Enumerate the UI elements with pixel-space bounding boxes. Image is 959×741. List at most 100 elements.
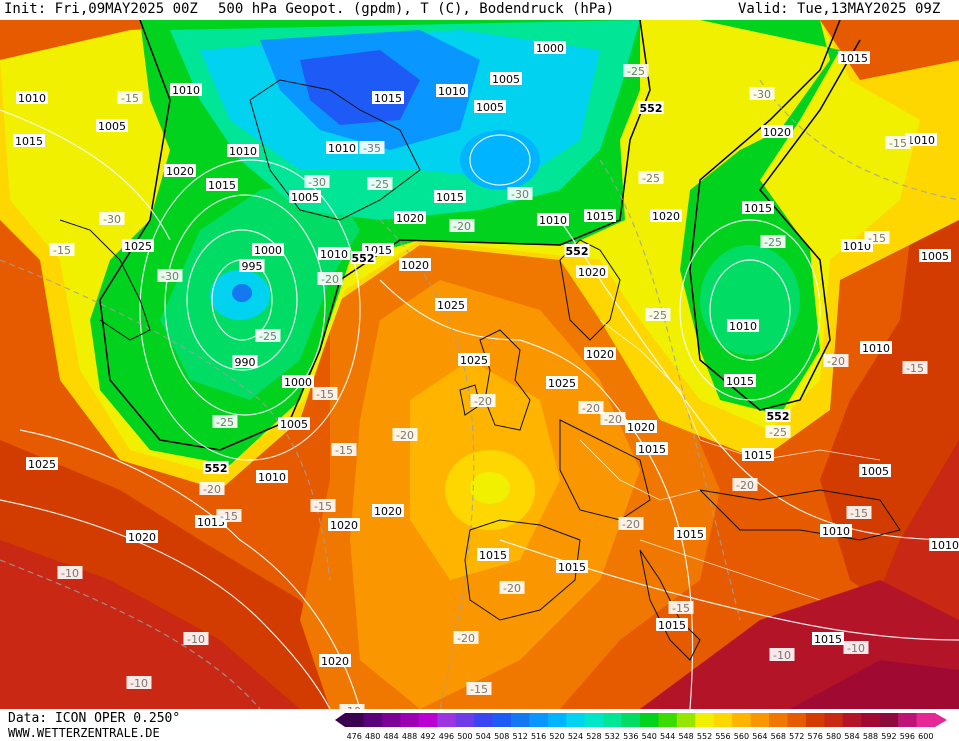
temperature-label: -15 [331, 443, 357, 457]
colorbar-swatch [861, 713, 881, 727]
temperature-label: -15 [864, 231, 890, 245]
init-time: Init: Fri,09MAY2025 00Z [4, 1, 198, 17]
map-title: 500 hPa Geopot. (gpdm), T (C), Bodendruc… [218, 1, 615, 17]
pressure-label-box [820, 524, 852, 537]
temperature-label-text: -20 [453, 220, 471, 233]
temperature-label-box [359, 141, 385, 154]
colorbar-label: 544 [660, 732, 675, 741]
pressure-label: 1010 [318, 247, 350, 261]
temperature-label-box [578, 401, 604, 414]
field-588-southeast [790, 660, 959, 709]
geopotential-label-box [564, 244, 590, 257]
pressure-label: 1020 [164, 164, 196, 178]
pressure-label: 1015 [477, 548, 509, 562]
pressure-label: 1010 [16, 91, 48, 105]
temperature-label: -20 [823, 354, 849, 368]
pressure-label-text: 1020 [763, 126, 791, 139]
colorbar-label: 600 [918, 732, 933, 741]
temperature-label: -20 [449, 219, 475, 233]
temperature-label-box [453, 631, 479, 644]
geopotential-label-box [350, 251, 376, 264]
pressure-label-text: 1020 [128, 531, 156, 544]
field-580-west [0, 540, 300, 709]
temperature-label-box [392, 428, 418, 441]
pressure-label: 1020 [319, 654, 351, 668]
temperature-label-box [466, 682, 492, 695]
temperature-label-text: -20 [321, 273, 339, 286]
country-borders [579, 319, 881, 601]
temperature-label-box [304, 175, 330, 188]
pressure-label-text: 995 [242, 260, 263, 273]
pressure-label-text: 1025 [460, 354, 488, 367]
temperature-label: -10 [57, 566, 83, 580]
pressure-label: 1010 [170, 83, 202, 97]
colorbar-label: 480 [365, 732, 380, 741]
temperature-label: -20 [470, 394, 496, 408]
pressure-label-box [289, 190, 321, 203]
temperature-label-box [255, 329, 281, 342]
temperature-label-box [618, 517, 644, 530]
colorbar-label: 540 [642, 732, 657, 741]
field-552-center [470, 472, 510, 504]
temperature-label: -25 [623, 64, 649, 78]
pressure-label-text: 1015 [15, 135, 43, 148]
temperature-label-box [668, 601, 694, 614]
colorbar-label: 500 [457, 732, 472, 741]
colorbar-swatch [363, 713, 383, 727]
pressure-label: 1015 [636, 442, 668, 456]
temperature-label-text: -25 [649, 309, 667, 322]
temperature-label-box [99, 212, 125, 225]
colorbar-swatch [437, 713, 457, 727]
colorbar-label: 576 [808, 732, 823, 741]
pressure-label: 1015 [742, 201, 774, 215]
pressure-label-box [278, 417, 310, 430]
pressure-label-text: 1010 [539, 214, 567, 227]
pressure-label-text: 1005 [280, 418, 308, 431]
colorbar-swatch [805, 713, 825, 727]
pressure-label: 1010 [537, 213, 569, 227]
pressure-label: 1020 [761, 125, 793, 139]
temperature-label: -15 [312, 387, 338, 401]
colorbar-swatch [713, 713, 733, 727]
trough-512 [300, 50, 420, 125]
pressure-label: 1005 [919, 249, 951, 263]
pressure-label: 1010 [860, 341, 892, 355]
temperature-label-text: -35 [363, 142, 381, 155]
pressure-label-text: 1015 [208, 179, 236, 192]
temperature-label-text: -30 [161, 270, 179, 283]
pressure-label: 1015 [656, 618, 688, 632]
pressure-label: 1015 [206, 178, 238, 192]
pressure-label-text: 1025 [28, 458, 56, 471]
pressure-label: 1005 [859, 464, 891, 478]
pressure-label-box [534, 41, 566, 54]
pressure-label-text: 1010 [18, 92, 46, 105]
pressure-label: 1015 [742, 448, 774, 462]
pressure-label: 1020 [399, 258, 431, 272]
temperature-label-text: -10 [343, 705, 361, 709]
pressure-label-text: 1005 [492, 73, 520, 86]
temperature-label-box [49, 243, 75, 256]
temperature-label-box [157, 269, 183, 282]
colorbar-label: 596 [900, 732, 915, 741]
temperature-label-text: -20 [622, 518, 640, 531]
temperature-label: -15 [49, 243, 75, 257]
colorbar-swatch [492, 713, 512, 727]
temperature-label: -15 [117, 91, 143, 105]
temperature-label-text: -25 [764, 236, 782, 249]
temperature-label: -20 [317, 272, 343, 286]
colorbar-label: 568 [771, 732, 786, 741]
pressure-label-text: 1025 [124, 240, 152, 253]
pressure-label-box [919, 249, 951, 262]
temperature-label-text: -10 [847, 642, 865, 655]
pressure-label: 1000 [534, 41, 566, 55]
pressure-label-text: 1020 [321, 655, 349, 668]
pressure-label-box [399, 258, 431, 271]
temperature-label-text: -15 [470, 683, 488, 696]
temperature-label: -25 [645, 308, 671, 322]
weather-map: 1000 1010 1010 1015 1010 1005 1005 1005 1015 1010… [0, 20, 959, 709]
temperature-label-text: -30 [511, 188, 529, 201]
pressure-label-text: 1015 [436, 191, 464, 204]
pressure-label-text: 1010 [229, 145, 257, 158]
temperature-label-box [212, 415, 238, 428]
temperature-label-text: -15 [53, 244, 71, 257]
